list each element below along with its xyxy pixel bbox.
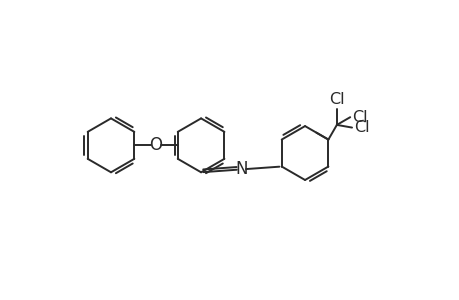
Text: N: N bbox=[235, 160, 247, 178]
Text: O: O bbox=[149, 136, 162, 154]
Text: Cl: Cl bbox=[328, 92, 344, 107]
Text: Cl: Cl bbox=[353, 120, 369, 135]
Text: Cl: Cl bbox=[352, 110, 367, 125]
